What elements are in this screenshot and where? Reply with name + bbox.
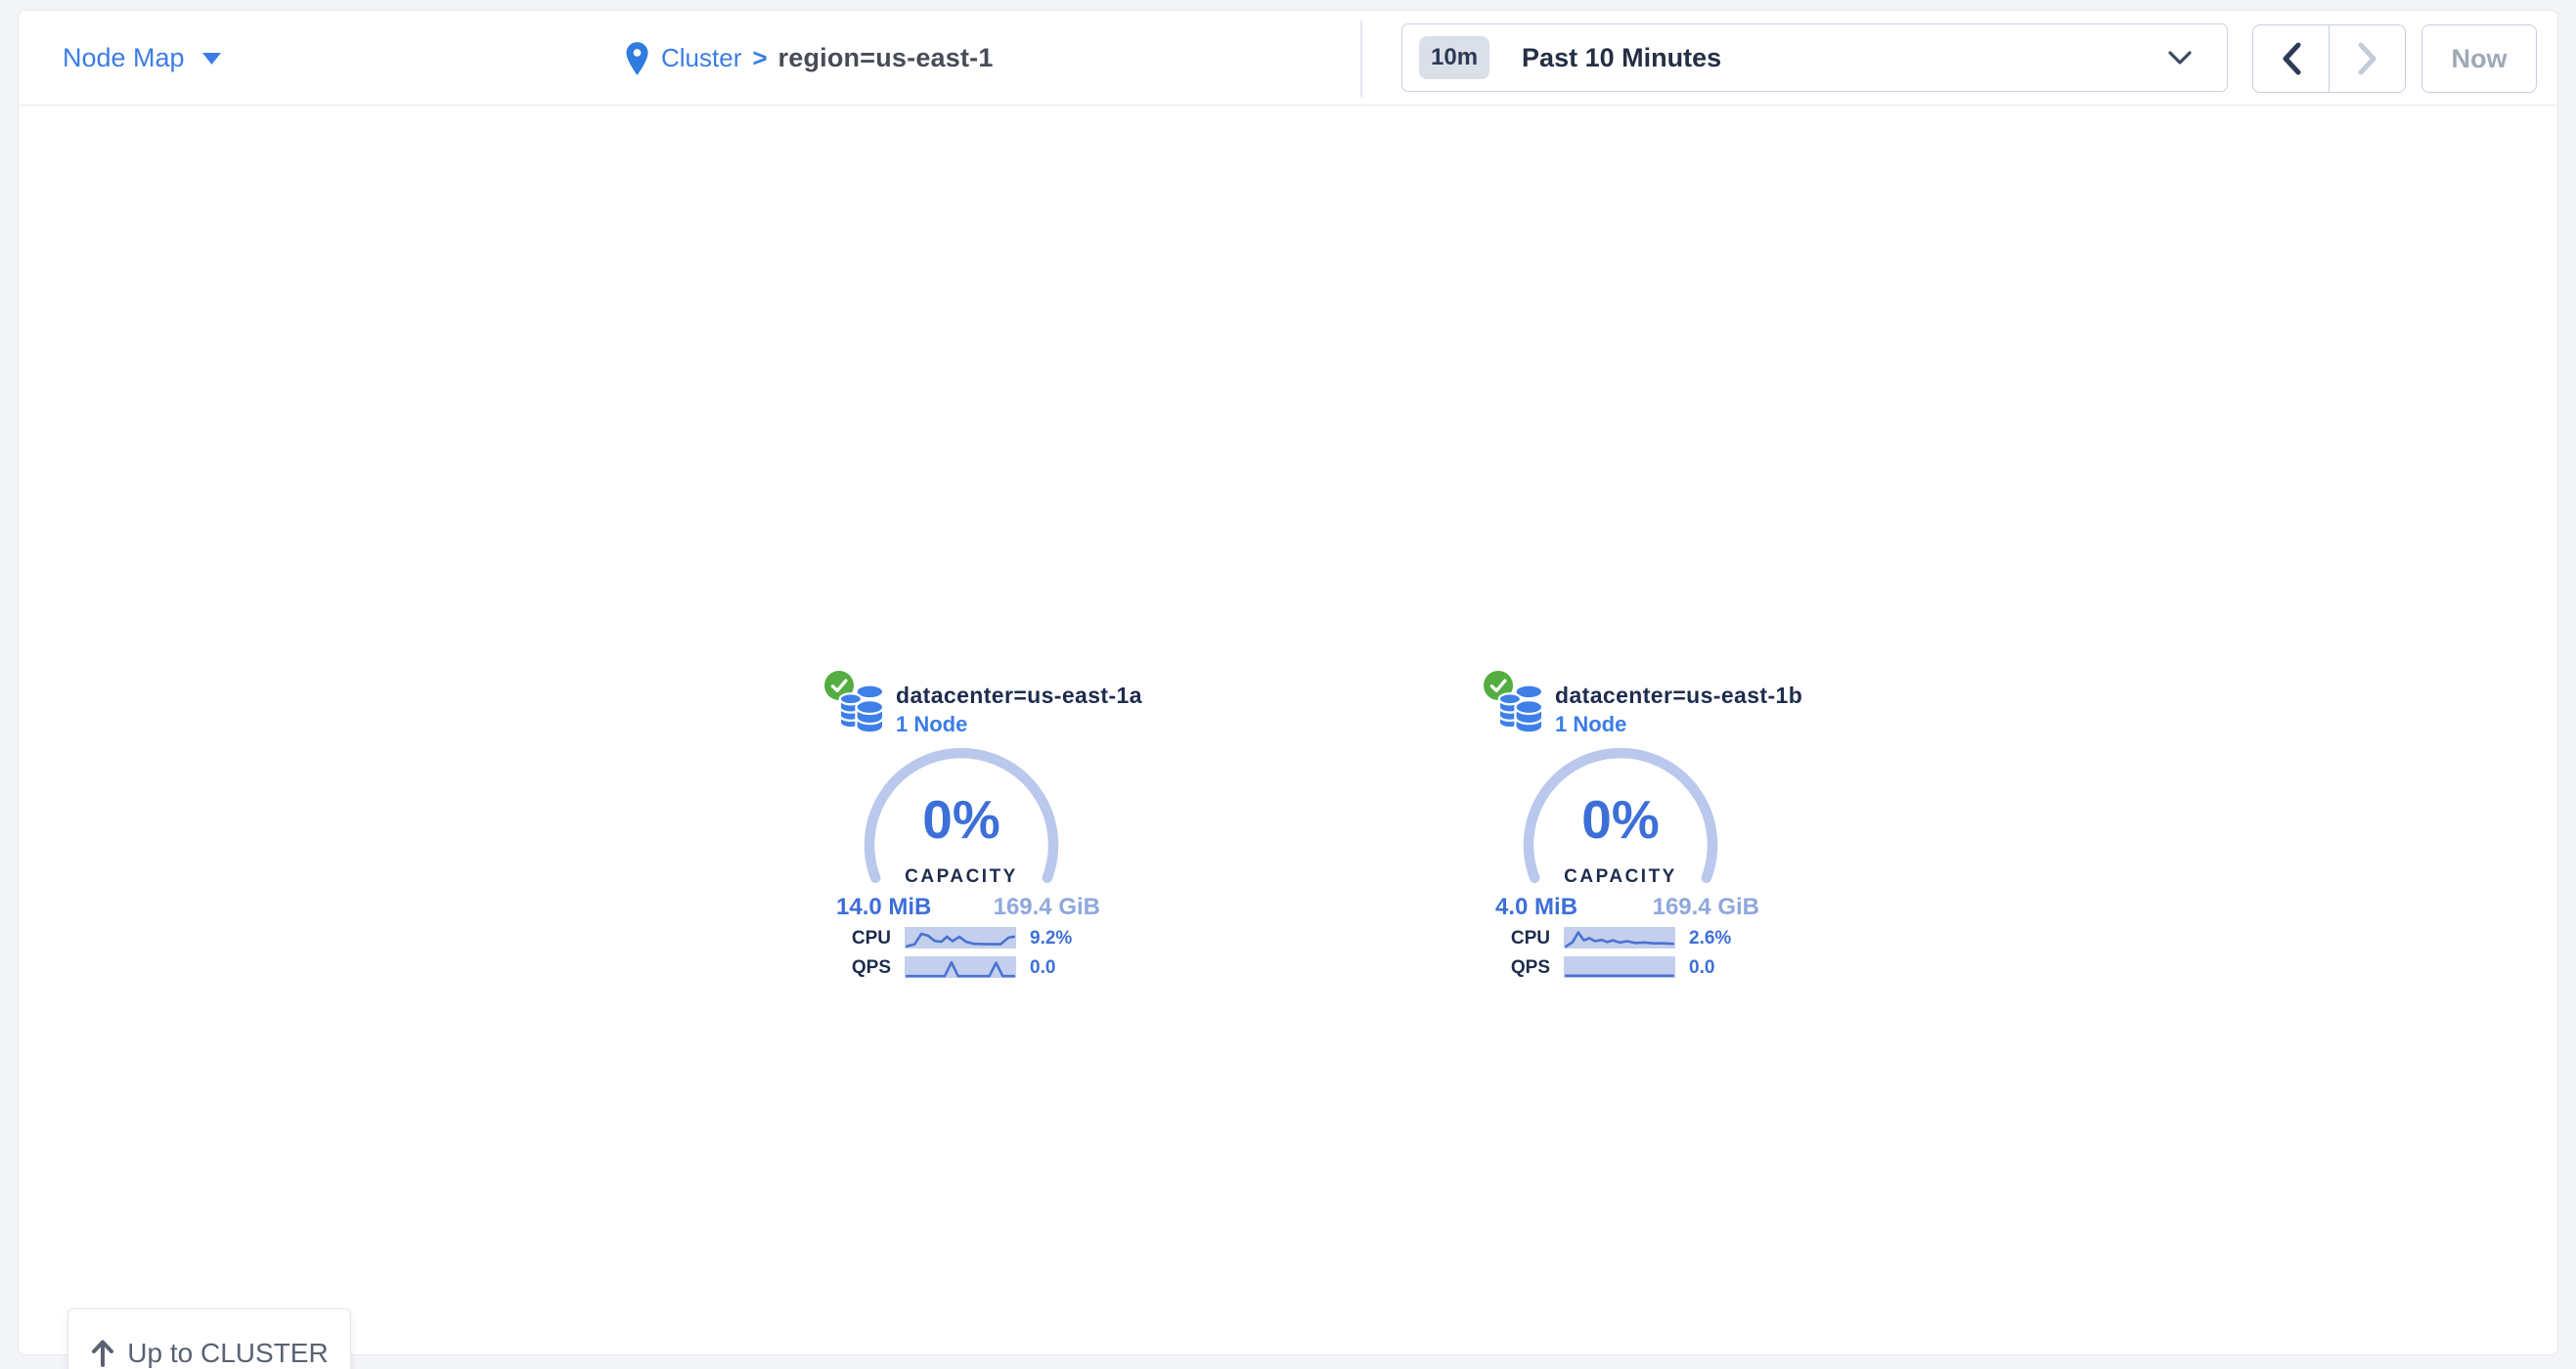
up-to-cluster-label: Up to CLUSTER: [127, 1338, 329, 1368]
capacity-caption: CAPACITY: [1564, 866, 1677, 887]
breadcrumb-separator: >: [752, 43, 768, 72]
cpu-sparkline: [1564, 927, 1675, 949]
locality-card-us-east-1a[interactable]: datacenter=us-east-1a 1 Node 0% CAPACITY…: [824, 671, 1142, 986]
qps-metric-row: QPS 0.0: [1484, 956, 1769, 980]
breadcrumb-current: region=us-east-1: [777, 43, 994, 72]
breadcrumb: Cluster > region=us-east-1: [624, 11, 994, 106]
topbar: Node Map Cluster > region=us-east-1: [19, 11, 2557, 106]
time-back-button[interactable]: [2253, 25, 2329, 92]
metric-value-qps: 0.0: [1030, 957, 1056, 978]
time-forward-button[interactable]: [2329, 25, 2405, 92]
cpu-metric-row: CPU 2.6%: [1484, 927, 1769, 950]
content-panel: Node Map Cluster > region=us-east-1: [18, 10, 2558, 1369]
location-pin-icon: [624, 41, 650, 75]
metric-label-cpu: CPU: [851, 928, 891, 949]
capacity-labels-row: 4.0 MiB 169.4 GiB: [1495, 894, 1759, 921]
chevron-down-icon: [2168, 51, 2192, 70]
capacity-labels-row: 14.0 MiB 169.4 GiB: [836, 894, 1100, 921]
locality-card-us-east-1b[interactable]: datacenter=us-east-1b 1 Node 0% CAPACITY…: [1484, 671, 1802, 986]
now-button[interactable]: Now: [2421, 24, 2537, 93]
capacity-used: 14.0 MiB: [836, 894, 932, 920]
metric-label-qps: QPS: [851, 957, 891, 978]
time-range-label: Past 10 Minutes: [1522, 42, 1722, 72]
time-range-dropdown[interactable]: 10m Past 10 Minutes: [1401, 23, 2228, 92]
metric-value-cpu: 9.2%: [1030, 928, 1073, 949]
breadcrumb-cluster-link[interactable]: Cluster: [661, 43, 742, 72]
capacity-gauge-arc: [1523, 747, 1718, 883]
capacity-total: 169.4 GiB: [993, 894, 1100, 920]
locality-node-count[interactable]: 1 Node: [896, 712, 968, 736]
capacity-total: 169.4 GiB: [1652, 894, 1759, 920]
database-stack-icon: [1497, 683, 1544, 734]
qps-sparkline: [1564, 956, 1675, 978]
capacity-percentage: 0%: [1581, 789, 1660, 850]
chevron-right-icon: [2357, 42, 2378, 75]
metric-value-qps: 0.0: [1689, 957, 1715, 978]
topbar-divider: [1360, 21, 1362, 97]
qps-metric-row: QPS 0.0: [824, 956, 1110, 980]
database-stack-icon: [838, 683, 885, 734]
time-range-badge: 10m: [1419, 36, 1490, 79]
metric-value-cpu: 2.6%: [1689, 928, 1732, 949]
metric-label-qps: QPS: [1510, 957, 1550, 978]
capacity-percentage: 0%: [922, 789, 1000, 850]
arrow-up-icon: [90, 1339, 115, 1368]
locality-name: datacenter=us-east-1a: [896, 683, 1142, 708]
view-selector-dropdown[interactable]: Node Map: [63, 11, 221, 106]
capacity-caption: CAPACITY: [905, 866, 1018, 887]
node-map-canvas: datacenter=us-east-1a 1 Node 0% CAPACITY…: [19, 106, 2557, 1369]
capacity-gauge-arc: [864, 747, 1059, 883]
up-to-cluster-button[interactable]: Up to CLUSTER: [67, 1308, 351, 1369]
locality-name: datacenter=us-east-1b: [1555, 683, 1803, 708]
caret-down-icon: [201, 52, 221, 65]
locality-node-count[interactable]: 1 Node: [1555, 712, 1627, 736]
view-selector-label: Node Map: [63, 43, 185, 72]
metric-label-cpu: CPU: [1510, 928, 1550, 949]
cpu-metric-row: CPU 9.2%: [824, 927, 1110, 950]
qps-sparkline: [905, 956, 1016, 978]
time-step-button-group: [2252, 24, 2406, 93]
chevron-left-icon: [2281, 42, 2302, 75]
cpu-sparkline: [905, 927, 1016, 949]
capacity-used: 4.0 MiB: [1495, 894, 1578, 920]
